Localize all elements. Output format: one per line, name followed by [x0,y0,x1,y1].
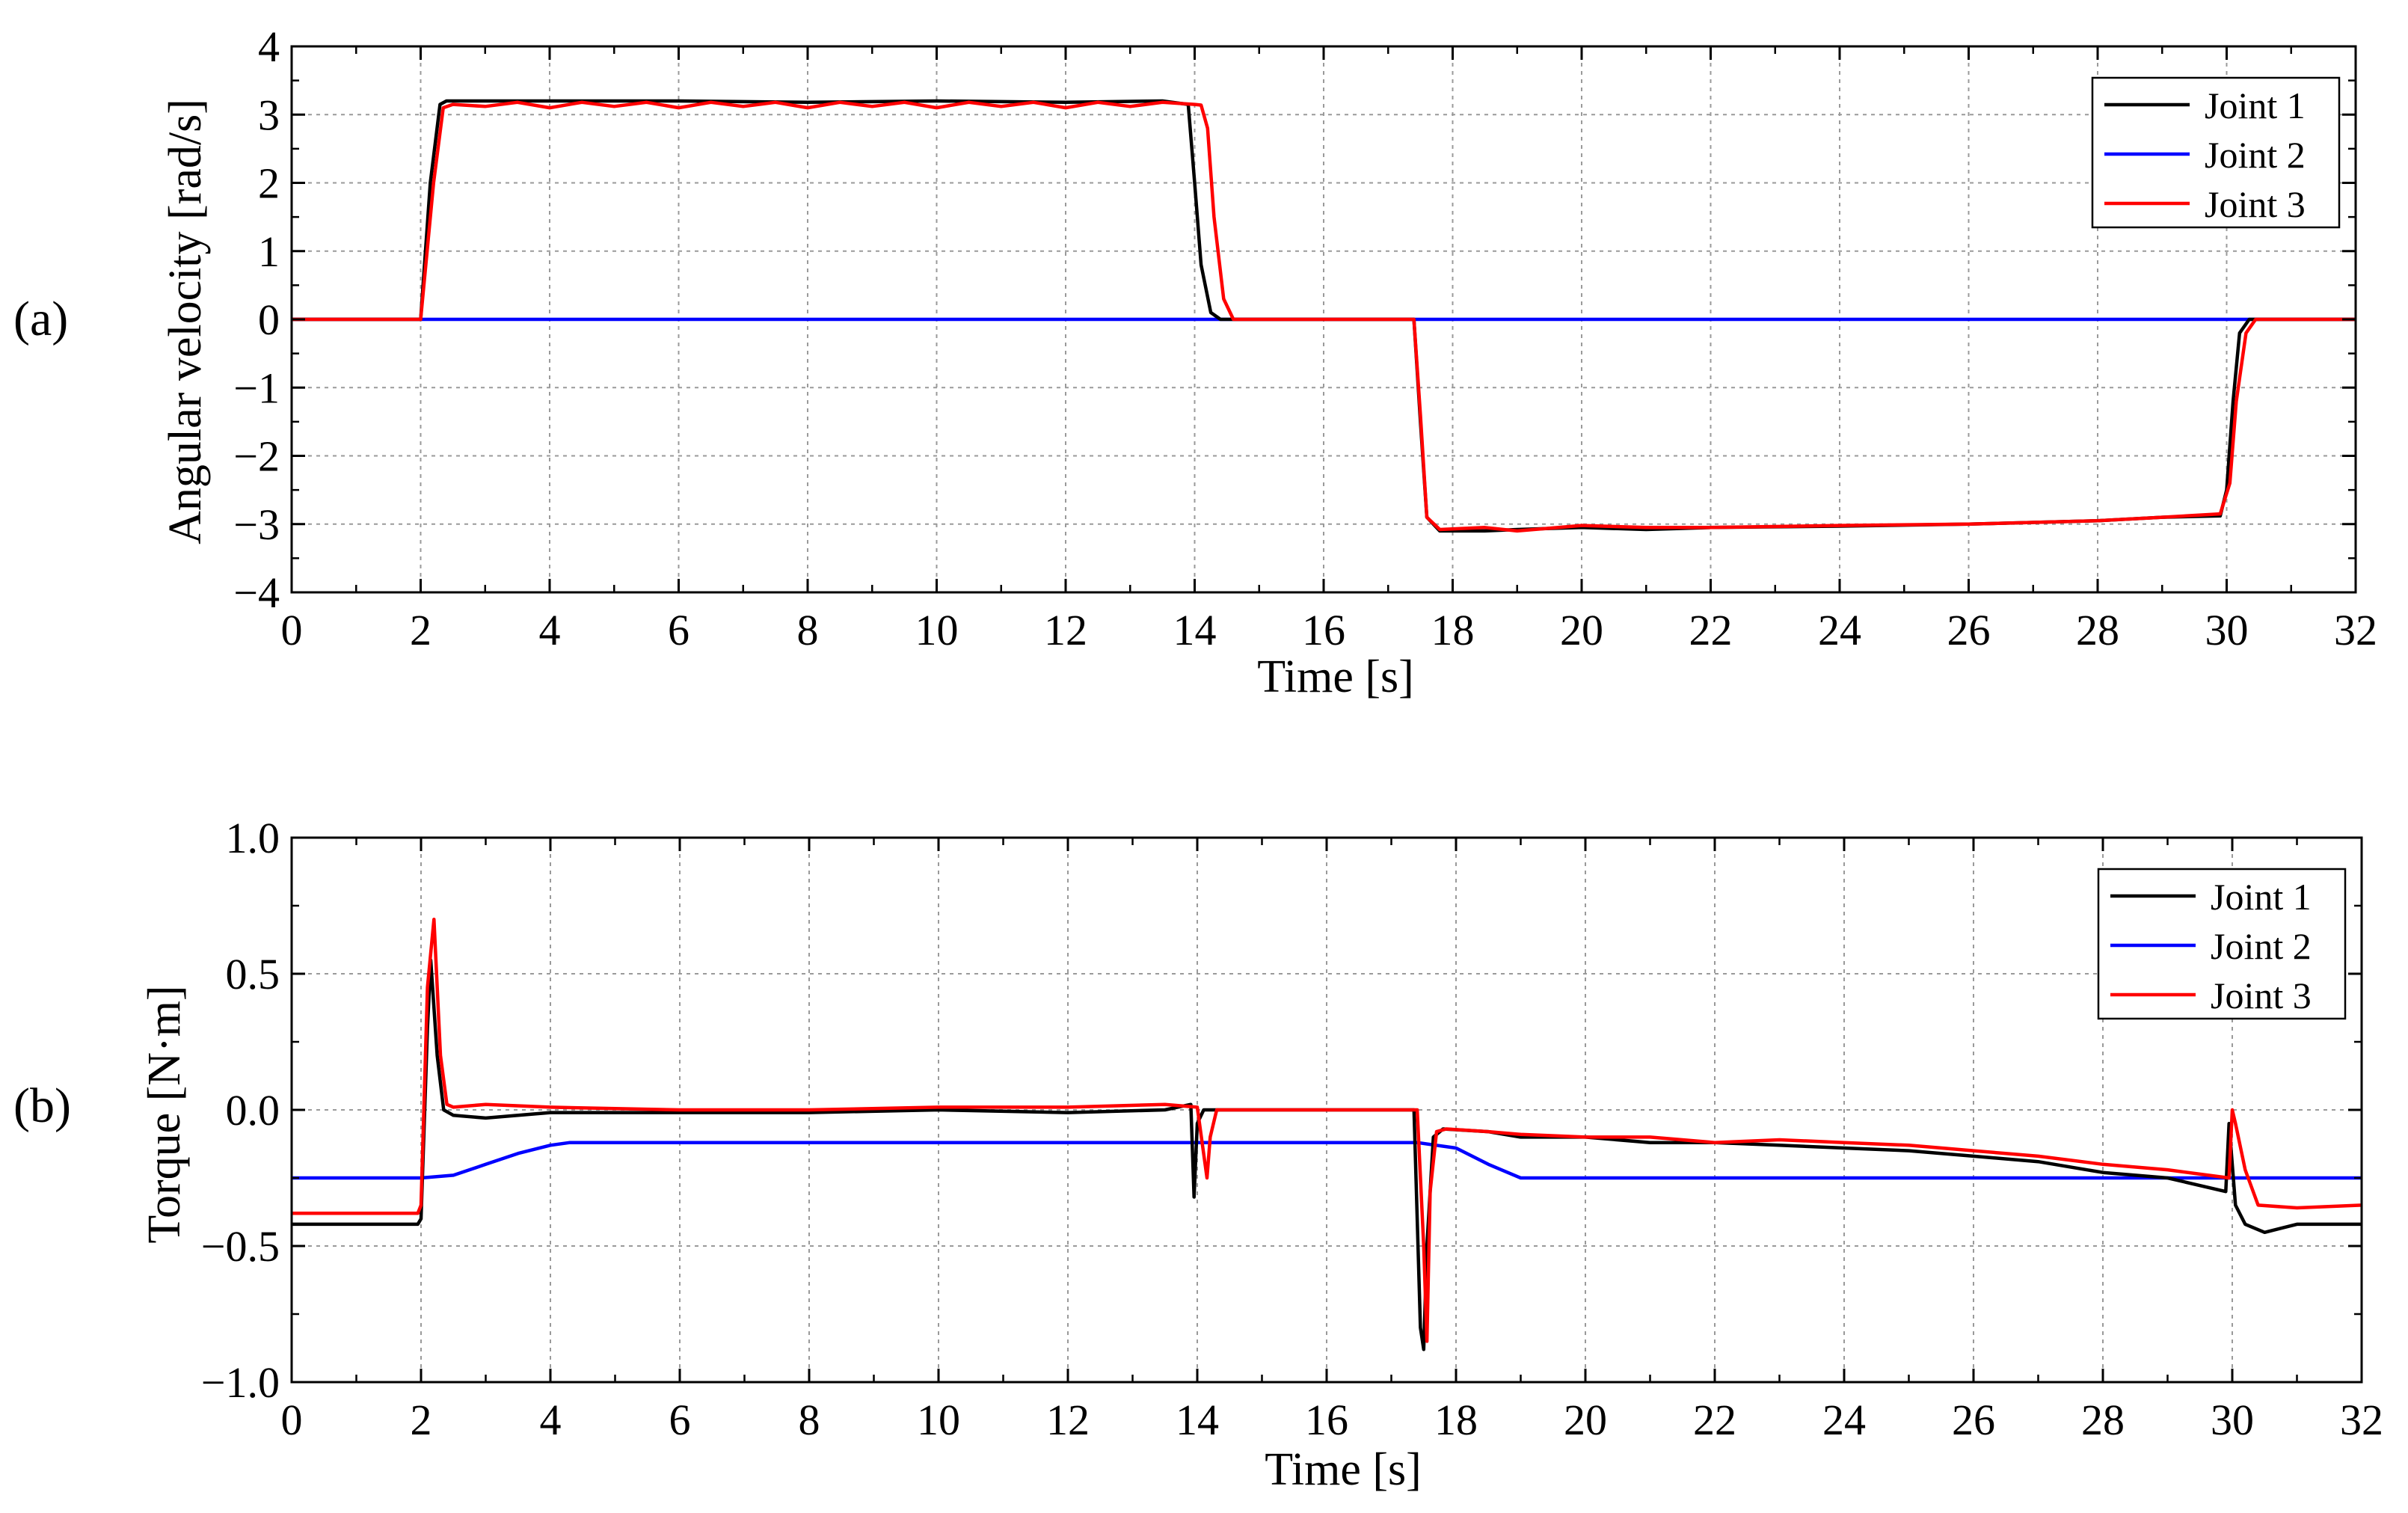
torque-y-axis-label: Torque [N·m] [139,985,190,1243]
velocity-tick-labels: 0 2 4 6 8 10 12 14 16 18 20 22 24 26 28 30 32−4−3−2−1012… [233,22,2377,654]
panel-b: (b) 0 2 4 6 8 10 12 14 16 18 20 22 24 26 28 30 32−1.0−0.… [13,814,2383,1495]
velocity-x-tick-label: 0 [281,606,303,654]
velocity-series-joint-3 [292,100,2356,533]
velocity-legend: Joint 1 Joint 2 Joint 3 [2091,76,2341,229]
velocity-x-tick-label: 14 [1173,606,1217,654]
torque-x-tick-label: 18 [1434,1396,1478,1444]
velocity-y-tick-label: −2 [233,432,280,481]
velocity-x-tick-label: 4 [539,606,561,654]
velocity-y-tick-label: 3 [258,90,280,139]
velocity-x-tick-label: 24 [1818,606,1861,654]
torque-x-tick-label: 30 [2211,1396,2254,1444]
velocity-x-tick-label: 12 [1044,606,1087,654]
torque-series-joint-1 [292,958,2362,1351]
torque-x-tick-label: 26 [1952,1396,1995,1444]
torque-x-tick-label: 22 [1693,1396,1736,1444]
velocity-y-tick-label: −1 [233,363,280,412]
velocity-y-tick-label: 1 [258,227,280,276]
torque-x-tick-label: 28 [2081,1396,2125,1444]
torque-x-tick-label: 4 [540,1396,562,1444]
torque-x-tick-label: 2 [411,1396,432,1444]
torque-chart: 0 2 4 6 8 10 12 14 16 18 20 22 24 26 28 30 32−1.0−0.50.0… [201,814,2383,1444]
panel-a: (a) 0 2 4 6 8 10 12 14 16 18 20 22 24 26 28 30 32−4−3−2−… [13,22,2377,702]
velocity-x-tick-label: 20 [1560,606,1603,654]
torque-x-tick-label: 10 [917,1396,960,1444]
velocity-y-tick-label: 4 [258,22,280,71]
velocity-x-tick-label: 30 [2205,606,2249,654]
torque-tick-labels: 0 2 4 6 8 10 12 14 16 18 20 22 24 26 28 30 32−1.0−0.50.0… [201,814,2383,1444]
velocity-x-tick-label: 8 [797,606,819,654]
velocity-x-tick-label: 10 [915,606,959,654]
torque-x-tick-label: 8 [799,1396,820,1444]
velocity-x-tick-label: 18 [1431,606,1475,654]
velocity-x-tick-label: 32 [2334,606,2377,654]
torque-x-tick-label: 32 [2340,1396,2383,1444]
velocity-x-tick-label: 28 [2076,606,2119,654]
velocity-x-axis-label: Time [s] [1257,651,1414,702]
torque-x-tick-label: 24 [1822,1396,1866,1444]
velocity-x-tick-label: 16 [1302,606,1345,654]
velocity-y-tick-label: −3 [233,500,280,549]
torque-series-joint-3 [292,917,2362,1343]
velocity-y-tick-label: 0 [258,295,280,344]
velocity-chart: 0 2 4 6 8 10 12 14 16 18 20 22 24 26 28 30 32−4−3−2−1012… [233,22,2377,654]
panel-a-tag: (a) [13,292,68,346]
torque-ticks [290,836,2363,1384]
velocity-x-tick-label: 22 [1689,606,1733,654]
torque-y-tick-label: −0.5 [201,1222,280,1271]
velocity-series-group [292,99,2356,533]
torque-y-tick-label: 0.0 [226,1086,280,1135]
torque-legend-label-2: Joint 2 [2211,925,2312,967]
torque-x-tick-label: 20 [1564,1396,1607,1444]
torque-y-tick-label: −1.0 [201,1358,280,1407]
velocity-ticks [290,45,2357,594]
torque-x-tick-label: 14 [1176,1396,1219,1444]
torque-x-tick-label: 6 [669,1396,691,1444]
velocity-y-axis-label: Angular velocity [rad/s] [160,99,211,544]
velocity-legend-label-1: Joint 1 [2205,85,2306,126]
torque-legend-label-3: Joint 3 [2211,975,2312,1016]
velocity-y-tick-label: −4 [233,568,280,617]
torque-x-tick-label: 12 [1046,1396,1090,1444]
torque-series-group [292,917,2362,1351]
velocity-x-tick-label: 26 [1947,606,1991,654]
torque-x-tick-label: 16 [1305,1396,1348,1444]
velocity-legend-label-2: Joint 2 [2205,134,2306,176]
torque-x-axis-label: Time [s] [1265,1444,1422,1495]
torque-legend: Joint 1 Joint 2 Joint 3 [2097,868,2347,1020]
torque-y-tick-label: 0.5 [226,950,280,998]
torque-x-tick-label: 0 [281,1396,303,1444]
velocity-legend-label-3: Joint 3 [2205,183,2306,225]
panel-b-tag: (b) [13,1078,71,1133]
velocity-x-tick-label: 2 [410,606,431,654]
velocity-y-tick-label: 2 [258,159,280,208]
velocity-x-tick-label: 6 [668,606,689,654]
torque-legend-label-1: Joint 1 [2211,876,2312,918]
torque-y-tick-label: 1.0 [226,814,280,862]
